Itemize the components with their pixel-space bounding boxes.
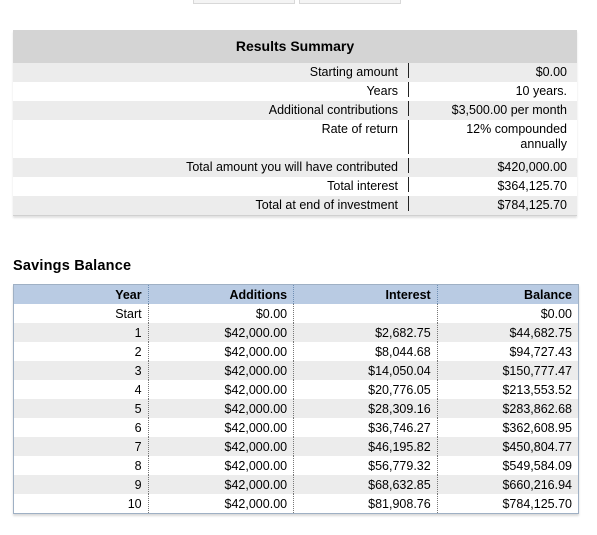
cell-balance: $283,862.68 — [437, 399, 579, 418]
table-row: 6 $42,000.00 $36,746.27 $362,608.95 — [13, 418, 579, 437]
top-tab-strip — [193, 0, 401, 4]
summary-row-total-end: Total at end of investment $784,125.70 — [13, 196, 577, 215]
cell-interest: $81,908.76 — [293, 494, 438, 514]
cell-year: 1 — [13, 323, 149, 342]
summary-label: Rate of return — [13, 120, 409, 154]
summary-value: $784,125.70 — [497, 198, 567, 212]
summary-value: $3,500.00 per month — [451, 103, 567, 117]
table-header-row: Year Additions Interest Balance — [13, 284, 579, 304]
savings-balance-table: Year Additions Interest Balance Start $0… — [13, 284, 579, 514]
results-summary-table: Results Summary Starting amount $0.00 Ye… — [13, 30, 577, 216]
table-row: 3 $42,000.00 $14,050.04 $150,777.47 — [13, 361, 579, 380]
cell-additions: $42,000.00 — [148, 361, 295, 380]
cell-additions: $42,000.00 — [148, 475, 295, 494]
summary-row-additional-contributions: Additional contributions $3,500.00 per m… — [13, 101, 577, 120]
cell-additions: $42,000.00 — [148, 399, 295, 418]
summary-row-starting-amount: Starting amount $0.00 — [13, 63, 577, 82]
cell-additions: $0.00 — [148, 304, 295, 323]
cell-year: 8 — [13, 456, 149, 475]
summary-label: Additional contributions — [13, 101, 409, 117]
cell-additions: $42,000.00 — [148, 418, 295, 437]
cell-additions: $42,000.00 — [148, 342, 295, 361]
summary-label: Total at end of investment — [13, 196, 409, 212]
cell-additions: $42,000.00 — [148, 323, 295, 342]
results-summary-title: Results Summary — [13, 30, 577, 63]
cell-year: 4 — [13, 380, 149, 399]
cell-year: 3 — [13, 361, 149, 380]
top-tab-left[interactable] — [193, 0, 295, 4]
savings-balance-title: Savings Balance — [13, 258, 132, 274]
table-row: 8 $42,000.00 $56,779.32 $549,584.09 — [13, 456, 579, 475]
summary-row-total-contributed: Total amount you will have contributed $… — [13, 158, 577, 177]
cell-balance: $549,584.09 — [437, 456, 579, 475]
cell-balance: $450,804.77 — [437, 437, 579, 456]
cell-balance: $784,125.70 — [437, 494, 579, 514]
cell-additions: $42,000.00 — [148, 456, 295, 475]
cell-balance: $0.00 — [437, 304, 579, 323]
cell-interest: $46,195.82 — [293, 437, 438, 456]
cell-balance: $213,553.52 — [437, 380, 579, 399]
cell-interest: $28,309.16 — [293, 399, 438, 418]
cell-additions: $42,000.00 — [148, 494, 295, 514]
cell-year: 7 — [13, 437, 149, 456]
cell-interest: $14,050.04 — [293, 361, 438, 380]
summary-label: Years — [13, 82, 409, 98]
cell-year: 10 — [13, 494, 149, 514]
cell-balance: $362,608.95 — [437, 418, 579, 437]
cell-interest: $20,776.05 — [293, 380, 438, 399]
summary-value: $364,125.70 — [497, 179, 567, 193]
top-tab-right[interactable] — [299, 0, 401, 4]
cell-interest: $2,682.75 — [293, 323, 438, 342]
cell-interest — [293, 304, 438, 323]
summary-row-rate-of-return: Rate of return 12% compounded annually — [13, 120, 577, 158]
cell-additions: $42,000.00 — [148, 380, 295, 399]
cell-balance: $44,682.75 — [437, 323, 579, 342]
header-additions[interactable]: Additions — [148, 284, 295, 304]
cell-year: 6 — [13, 418, 149, 437]
summary-value: 12% compounded annually — [466, 122, 567, 151]
table-row: Start $0.00 $0.00 — [13, 304, 579, 323]
table-row: 7 $42,000.00 $46,195.82 $450,804.77 — [13, 437, 579, 456]
summary-label: Total amount you will have contributed — [13, 158, 409, 174]
results-summary-rows: Starting amount $0.00 Years 10 years. Ad… — [13, 63, 577, 215]
table-row: 9 $42,000.00 $68,632.85 $660,216.94 — [13, 475, 579, 494]
cell-year: 2 — [13, 342, 149, 361]
cell-additions: $42,000.00 — [148, 437, 295, 456]
summary-value: $420,000.00 — [497, 160, 567, 174]
cell-year: 5 — [13, 399, 149, 418]
header-year[interactable]: Year — [13, 284, 149, 304]
table-row: 2 $42,000.00 $8,044.68 $94,727.43 — [13, 342, 579, 361]
cell-interest: $36,746.27 — [293, 418, 438, 437]
cell-interest: $68,632.85 — [293, 475, 438, 494]
summary-value: $0.00 — [535, 65, 567, 79]
cell-balance: $94,727.43 — [437, 342, 579, 361]
cell-interest: $56,779.32 — [293, 456, 438, 475]
cell-year: Start — [13, 304, 149, 323]
table-row: 10 $42,000.00 $81,908.76 $784,125.70 — [13, 494, 579, 514]
table-row: 1 $42,000.00 $2,682.75 $44,682.75 — [13, 323, 579, 342]
table-row: 4 $42,000.00 $20,776.05 $213,553.52 — [13, 380, 579, 399]
summary-row-total-interest: Total interest $364,125.70 — [13, 177, 577, 196]
summary-label: Total interest — [13, 177, 409, 193]
cell-year: 9 — [13, 475, 149, 494]
cell-balance: $150,777.47 — [437, 361, 579, 380]
cell-interest: $8,044.68 — [293, 342, 438, 361]
header-interest[interactable]: Interest — [293, 284, 438, 304]
summary-row-years: Years 10 years. — [13, 82, 577, 101]
header-balance[interactable]: Balance — [437, 284, 579, 304]
cell-balance: $660,216.94 — [437, 475, 579, 494]
table-row: 5 $42,000.00 $28,309.16 $283,862.68 — [13, 399, 579, 418]
summary-value: 10 years. — [515, 84, 567, 98]
summary-label: Starting amount — [13, 63, 409, 79]
